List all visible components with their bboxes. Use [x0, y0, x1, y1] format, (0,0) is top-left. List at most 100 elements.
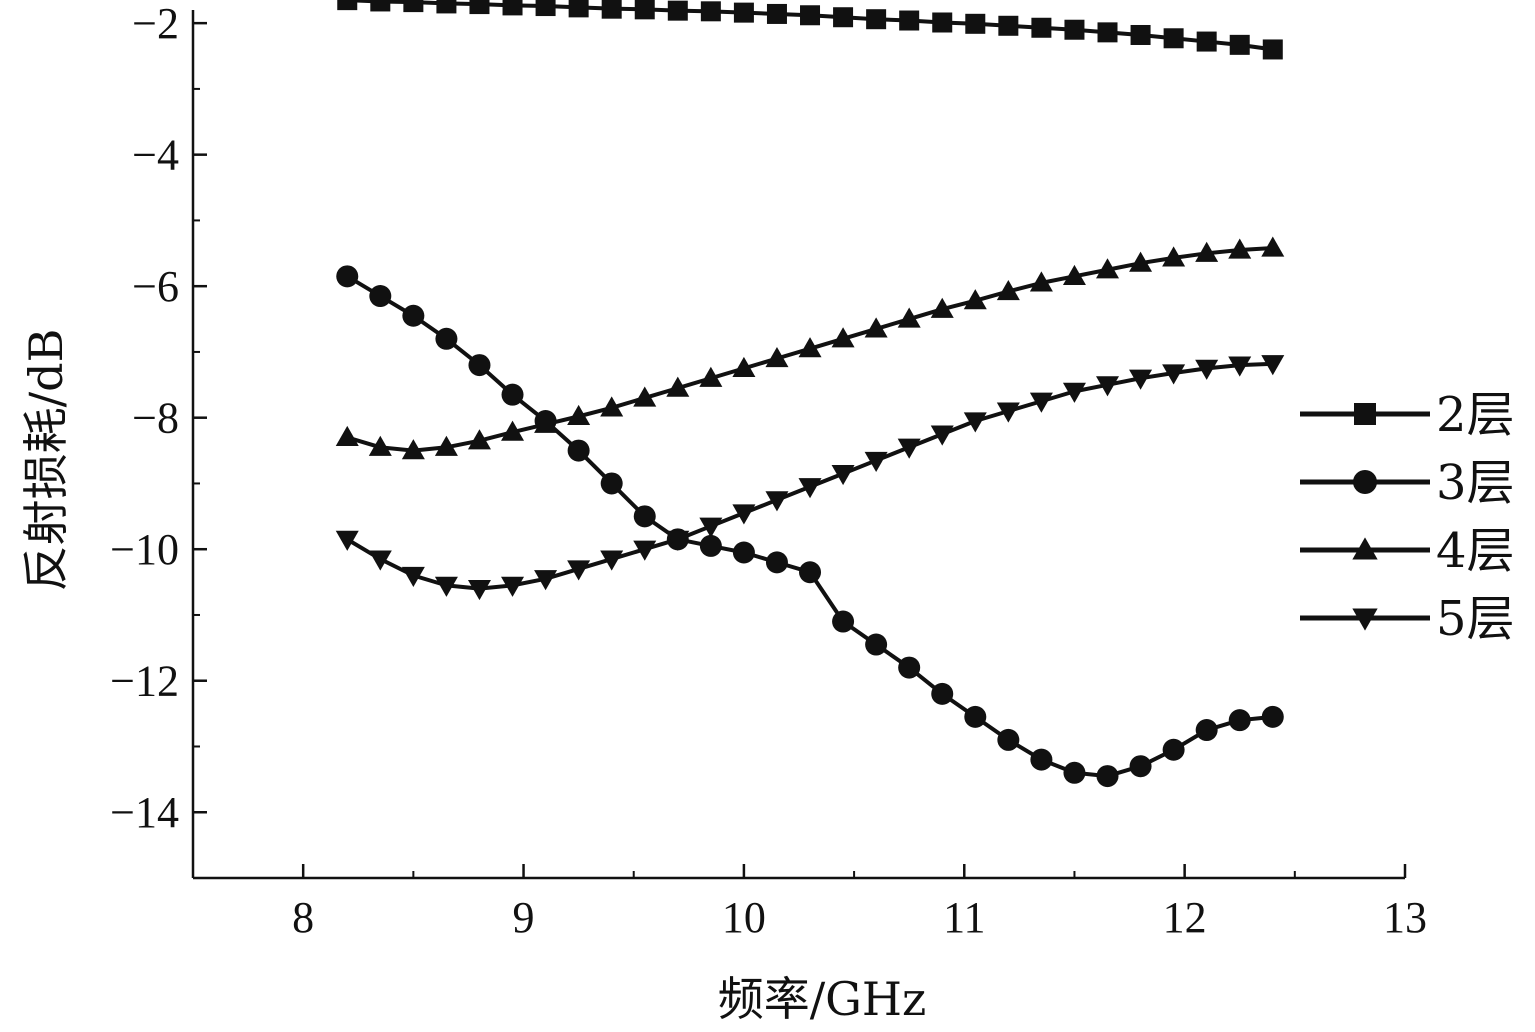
- data-point: [568, 0, 589, 18]
- data-point: [996, 402, 1020, 423]
- data-point: [567, 439, 590, 462]
- legend-marker: [1354, 403, 1376, 425]
- legend-label: 2层: [1436, 387, 1515, 443]
- data-point: [1195, 719, 1218, 742]
- data-point: [1196, 31, 1217, 52]
- data-point: [963, 289, 987, 310]
- y-tick-label: −14: [110, 788, 179, 837]
- data-point: [401, 566, 425, 588]
- data-point: [534, 412, 558, 433]
- data-point: [799, 561, 822, 584]
- legend: 2层 3层 4层 5层: [1300, 387, 1515, 647]
- data-point: [467, 429, 491, 450]
- data-point: [732, 541, 755, 564]
- data-point: [666, 530, 690, 551]
- data-point: [335, 530, 359, 551]
- x-tick-label: 10: [722, 893, 766, 942]
- data-point: [732, 504, 756, 525]
- data-point: [368, 550, 392, 571]
- data-point: [1162, 738, 1185, 761]
- data-point: [998, 15, 1019, 36]
- data-point: [1129, 251, 1153, 272]
- data-point: [501, 576, 525, 597]
- data-point: [600, 550, 624, 571]
- data-point: [501, 383, 524, 406]
- legend-marker: [1352, 537, 1378, 560]
- data-point: [1261, 705, 1284, 728]
- data-point: [699, 534, 722, 557]
- data-point: [931, 682, 954, 705]
- data-point: [634, 0, 655, 20]
- data-point: [369, 285, 392, 308]
- data-point: [502, 0, 523, 16]
- data-point: [435, 327, 458, 350]
- data-point: [963, 412, 987, 433]
- data-point: [965, 13, 986, 34]
- data-point: [733, 2, 754, 23]
- data-point: [1261, 355, 1285, 376]
- data-point: [865, 633, 888, 656]
- x-tick-label: 11: [943, 893, 985, 942]
- data-point: [1029, 271, 1053, 292]
- data-point: [1228, 356, 1252, 377]
- data-point: [401, 439, 425, 460]
- data-point: [600, 472, 623, 495]
- legend-item-3: 3层: [1300, 455, 1515, 511]
- data-point: [567, 560, 591, 581]
- y-tick-label: −8: [132, 394, 179, 443]
- legend-label: 5层: [1436, 591, 1515, 647]
- data-point: [1162, 364, 1186, 385]
- data-point: [1162, 246, 1186, 267]
- legend-item-5: 5层: [1300, 591, 1515, 647]
- data-point: [700, 1, 721, 22]
- data-point: [699, 366, 723, 387]
- data-point: [1229, 34, 1250, 55]
- data-point: [1096, 765, 1119, 788]
- data-point: [1030, 748, 1053, 771]
- data-point: [899, 10, 920, 31]
- legend-label: 4层: [1436, 523, 1515, 579]
- legend-label: 3层: [1436, 455, 1515, 511]
- data-point: [567, 404, 591, 426]
- x-tick-label: 9: [513, 893, 535, 942]
- x-tick-label: 8: [292, 893, 314, 942]
- data-point: [468, 354, 491, 377]
- data-point: [1163, 28, 1184, 49]
- data-point: [633, 386, 657, 407]
- data-point: [370, 0, 391, 12]
- data-point: [765, 491, 789, 512]
- data-point: [1097, 22, 1118, 43]
- data-point: [534, 570, 558, 591]
- data-point: [699, 517, 723, 538]
- data-point: [1063, 761, 1086, 784]
- data-point: [1228, 238, 1252, 259]
- y-tick-label: −12: [110, 657, 179, 706]
- legend-item-2: 2层: [1300, 387, 1515, 443]
- data-point: [930, 297, 954, 318]
- data-point: [897, 438, 921, 459]
- data-point: [1031, 17, 1052, 38]
- series-5: [335, 355, 1285, 601]
- y-tick-label: −6: [132, 262, 179, 311]
- data-point: [798, 478, 822, 499]
- data-point: [1129, 369, 1153, 390]
- data-point: [666, 376, 690, 397]
- data-point: [1062, 264, 1086, 285]
- legend-item-4: 4层: [1300, 523, 1515, 579]
- data-point: [467, 580, 491, 601]
- data-point: [930, 425, 954, 446]
- data-point: [766, 3, 787, 24]
- data-point: [1129, 755, 1152, 778]
- data-point: [964, 705, 987, 728]
- data-point: [434, 435, 458, 456]
- data-point: [1062, 382, 1086, 403]
- data-point: [1195, 241, 1219, 262]
- data-point: [469, 0, 490, 15]
- data-point: [368, 435, 392, 456]
- data-point: [832, 610, 855, 633]
- data-point: [335, 425, 359, 447]
- y-axis-label: 反射损耗/dB: [19, 329, 73, 592]
- data-point: [501, 420, 525, 441]
- y-tick-label: −10: [110, 525, 179, 574]
